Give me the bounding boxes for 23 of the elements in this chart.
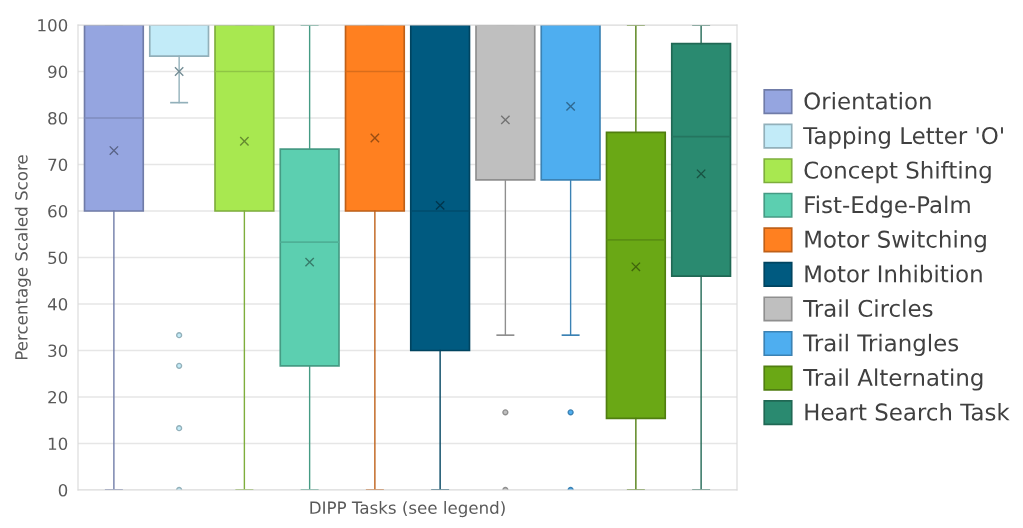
legend-label: Tapping Letter 'O': [803, 126, 1003, 149]
y-tick-label: 50: [48, 251, 68, 265]
y-tick-label: 40: [47, 297, 68, 311]
legend-label: Trail Triangles: [803, 333, 959, 357]
legend-label: Trail Circles: [803, 299, 933, 318]
y-tick-label: 80: [48, 111, 68, 125]
legend-label: Concept Shifting: [804, 161, 991, 184]
y-tick-label: 100: [38, 18, 68, 32]
legend-label: Motor Switching: [805, 230, 986, 253]
y-tick-label: 70: [48, 158, 68, 172]
x-axis-title: DIPP Tasks (see legend): [310, 501, 505, 518]
y-tick-label: 20: [48, 390, 68, 404]
y-tick-label: 30: [48, 344, 68, 358]
y-tick-label: 0: [58, 483, 68, 497]
y-tick-label: 90: [48, 65, 68, 79]
legend-label: Motor Inhibition: [805, 264, 982, 283]
legend-label: Orientation: [804, 91, 931, 110]
y-tick-label: 60: [48, 204, 68, 218]
legend-label: Trail Alternating: [803, 368, 983, 391]
y-axis-title: Percentage Scaled Score: [14, 155, 31, 360]
y-tick-label: 10: [48, 437, 68, 451]
legend-label: Fist-Edge-Palm: [805, 195, 970, 218]
legend-label: Heart Search Task: [805, 402, 1010, 421]
